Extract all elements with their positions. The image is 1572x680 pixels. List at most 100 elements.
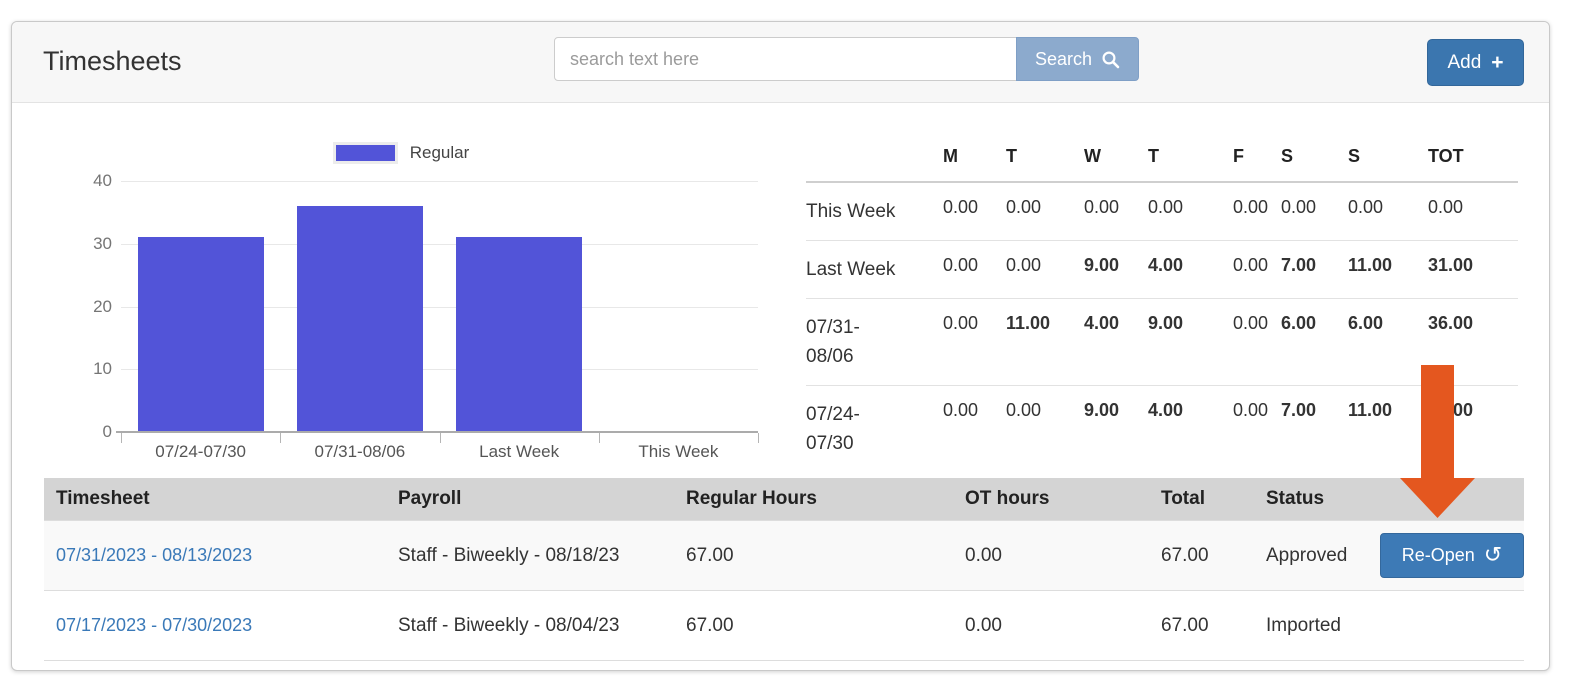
week-summary-row: This Week 0.00 0.00 0.00 0.00 0.00 0.00 0.00 0.0… (806, 182, 1518, 241)
day-column-header: S (1281, 134, 1348, 183)
hours-cell: 4.00 (1084, 298, 1148, 386)
add-button[interactable]: Add + (1427, 39, 1524, 86)
hours-cell: 31.00 (1428, 240, 1518, 299)
regular-hours-cell: 67.00 (674, 520, 953, 591)
timesheets-column-header: OT hours (953, 478, 1149, 521)
hours-cell: 6.00 (1348, 298, 1428, 386)
hours-cell: 0.00 (1233, 298, 1281, 386)
plus-icon: + (1491, 51, 1504, 74)
y-tick-label: 40 (93, 171, 112, 190)
week-summary-row: 07/31- 08/06 0.00 11.00 4.00 9.00 0.00 6.00 6.0… (806, 298, 1518, 386)
x-category-label: Last Week (479, 442, 560, 461)
hours-cell: 0.00 (1006, 240, 1084, 299)
hours-cell: 0.00 (1233, 385, 1281, 472)
ot-hours-cell: 0.00 (953, 520, 1149, 591)
status-cell: Imported (1254, 590, 1361, 661)
x-category-label: This Week (638, 442, 719, 461)
search-input[interactable] (554, 37, 1017, 81)
table-row: 07/17/2023 - 07/30/2023 Staff - Biweekly … (44, 590, 1524, 661)
day-column-header: T (1148, 134, 1233, 183)
gridline (121, 243, 758, 245)
timesheets-column-header: Regular Hours (674, 478, 953, 521)
search-icon (1101, 50, 1120, 69)
y-tick-label: 10 (93, 359, 112, 379)
action-cell (1361, 590, 1524, 661)
payroll-cell: Staff - Biweekly - 08/04/23 (386, 590, 674, 661)
hours-cell: 0.00 (1428, 197, 1464, 217)
re-open-button[interactable]: Re-Open ↺ (1380, 533, 1524, 578)
hours-cell: 9.00 (1148, 298, 1233, 386)
hours-cell: 0.00 (1006, 385, 1084, 472)
hours-cell: 6.00 (1281, 298, 1348, 386)
search-button-label: Search (1035, 48, 1093, 69)
x-tick (280, 433, 282, 443)
timesheets-column-header: Status (1254, 478, 1361, 521)
week-summary-row: Last Week 0.00 0.00 9.00 4.00 0.00 7.00 11.00 31… (806, 240, 1518, 299)
hours-cell: 9.00 (1084, 240, 1148, 299)
day-column-header: T (1006, 134, 1084, 183)
day-column-header: W (1084, 134, 1148, 183)
hours-cell: 0.00 (943, 298, 1006, 386)
payroll-cell: Staff - Biweekly - 08/18/23 (386, 520, 674, 591)
search-button[interactable]: Search (1016, 37, 1140, 81)
week-row-label: 07/31- 08/06 (806, 298, 943, 386)
gridline (121, 369, 758, 371)
search-group: Search (554, 37, 1140, 81)
hours-cell: 11.00 (1006, 298, 1084, 386)
hours-cell: 31.00 (1428, 385, 1518, 472)
hours-cell: 0.00 (1348, 197, 1384, 217)
hours-cell: 4.00 (1148, 240, 1233, 299)
timesheet-link[interactable]: 07/31/2023 - 08/13/2023 (56, 544, 253, 565)
bar-07/31-08/06 (296, 206, 423, 432)
week-summary-header-row: M T W T F S S TOT (806, 134, 1518, 183)
hours-cell: 0.00 (943, 385, 1006, 472)
x-category-label: 07/31-08/06 (314, 442, 406, 461)
re-open-button-label: Re-Open (1401, 545, 1475, 565)
day-column-header: TOT (1428, 134, 1518, 183)
regular-hours-cell: 67.00 (674, 590, 953, 661)
chart-x-axis (116, 431, 758, 433)
total-cell: 67.00 (1149, 520, 1254, 591)
week-summary-table: M T W T F S S TOT This Week 0.00 0.00 0.00 0.00 0.00… (806, 134, 1518, 472)
bar-07/24-07/30 (137, 237, 264, 432)
week-row-label: Last Week (806, 240, 943, 299)
page-title: Timesheets (43, 46, 182, 76)
timesheets-column-header: Total (1149, 478, 1254, 521)
hours-cell: 9.00 (1084, 385, 1148, 472)
day-column-header: S (1348, 134, 1428, 183)
bar-Last Week (456, 237, 583, 432)
timesheet-link[interactable]: 07/17/2023 - 07/30/2023 (56, 614, 253, 635)
legend-swatch (332, 142, 398, 164)
hours-cell: 0.00 (1148, 197, 1184, 217)
timesheets-column-header: Payroll (386, 478, 674, 521)
week-summary-row: 07/24- 07/30 0.00 0.00 9.00 4.00 0.00 7.00 11.0… (806, 385, 1518, 472)
action-cell: Re-Open ↺ (1361, 520, 1524, 591)
timesheets-table: Timesheet Payroll Regular Hours OT hours Tot… (44, 478, 1524, 661)
y-tick-label: 30 (93, 233, 112, 253)
week-row-label: This Week (806, 201, 896, 222)
hours-cell: 7.00 (1281, 385, 1348, 472)
chart-plot-area (121, 181, 758, 432)
hours-cell: 0.00 (943, 197, 979, 217)
hours-cell: 0.00 (1233, 240, 1281, 299)
add-button-label: Add (1447, 51, 1482, 73)
gridline (121, 306, 758, 308)
x-tick (121, 433, 122, 443)
card-header: Timesheets Search Add + (12, 22, 1549, 103)
y-tick-label: 20 (93, 296, 112, 316)
hours-cell: 0.00 (1281, 197, 1317, 217)
x-tick (598, 433, 600, 443)
week-row-label: 07/24- 07/30 (806, 385, 943, 472)
table-row: 07/31/2023 - 08/13/2023 Staff - Biweekly … (44, 520, 1524, 591)
y-tick-label: 0 (102, 422, 112, 441)
timesheets-column-header: Timesheet (44, 478, 386, 521)
x-tick (439, 433, 441, 443)
legend-label: Regular (409, 143, 470, 162)
hours-cell: 0.00 (943, 240, 1006, 299)
x-tick (758, 433, 759, 443)
gridline (121, 181, 758, 182)
timesheets-card: Timesheets Search Add + Regular (11, 21, 1550, 671)
hours-cell: 11.00 (1348, 240, 1428, 299)
day-column-header: F (1233, 134, 1281, 183)
timesheets-header-row: Timesheet Payroll Regular Hours OT hours Tot… (44, 478, 1524, 521)
